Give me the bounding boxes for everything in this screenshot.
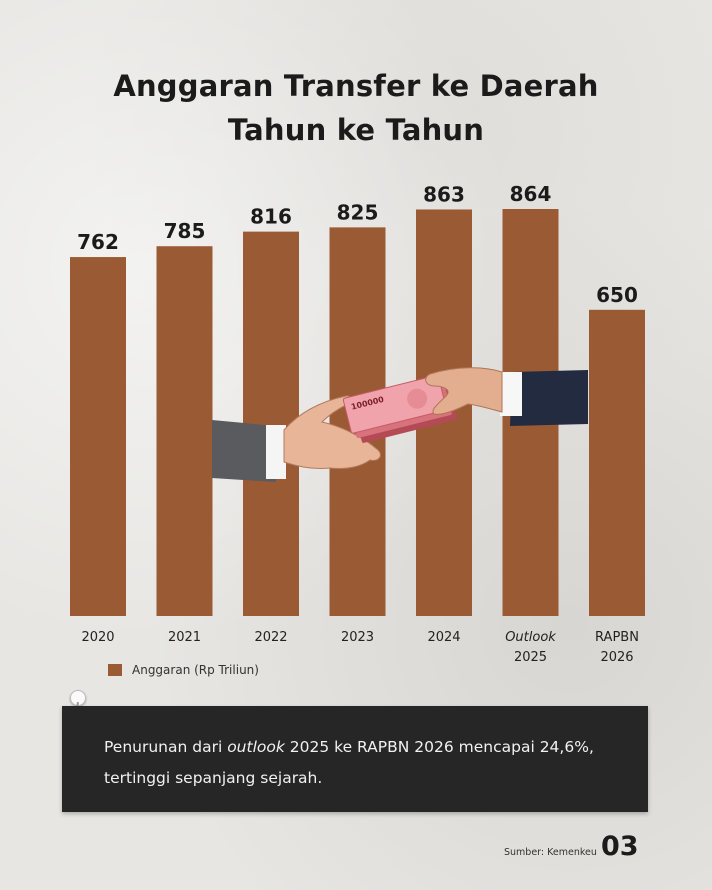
- bar-1: [70, 257, 126, 616]
- right-sleeve: [510, 370, 588, 426]
- category-label-2: 2021: [168, 630, 201, 645]
- left-cuff: [266, 425, 286, 479]
- legend-swatch: [108, 664, 122, 676]
- category-label-5: 2024: [427, 630, 460, 645]
- category-label-6-line-1: Outlook: [505, 630, 556, 645]
- chart-title-line-1: Anggaran Transfer ke Daerah: [113, 69, 599, 103]
- source-note: Sumber: Kemenkeu: [504, 847, 597, 858]
- chart-title: Anggaran Transfer ke Daerah Tahun ke Tah…: [0, 64, 712, 152]
- right-hand: [425, 367, 503, 415]
- callout-box: Penurunan dari outlook 2025 ke RAPBN 202…: [62, 706, 648, 812]
- bar-2: [156, 246, 213, 617]
- left-hand: [283, 395, 381, 469]
- banknote-stack: 100000: [342, 374, 457, 443]
- value-label-2: 785: [164, 219, 206, 243]
- left-sleeve: [212, 420, 276, 482]
- value-label-4: 825: [337, 200, 379, 224]
- callout-text-italic: outlook: [227, 738, 285, 756]
- chart-legend: Anggaran (Rp Triliun): [108, 660, 259, 680]
- callout-text-start: Penurunan dari: [104, 738, 228, 756]
- value-label-1: 762: [77, 230, 119, 254]
- callout-text-end: 2025 ke RAPBN 2026 mencapai 24,6%, terti…: [104, 738, 594, 787]
- category-label-7-line-1: RAPBN: [595, 630, 639, 645]
- banknote-portrait: [407, 388, 428, 409]
- right-cuff: [500, 372, 522, 416]
- category-label-6-line-2: 2025: [514, 650, 547, 665]
- value-label-3: 816: [250, 205, 292, 229]
- bar-chart: 762 2020 785 2021 816 2022 825 2023 863 2024 864 Ou…: [70, 182, 645, 665]
- category-label-7-line-2: 2026: [600, 650, 633, 665]
- legend-label: Anggaran (Rp Triliun): [132, 663, 259, 677]
- category-label-1: 2020: [81, 630, 114, 645]
- value-label-6: 864: [510, 182, 552, 206]
- page-number: 03: [601, 831, 639, 862]
- category-label-3: 2022: [254, 630, 287, 645]
- chart-title-line-2: Tahun ke Tahun: [227, 113, 485, 147]
- value-label-7: 650: [596, 283, 638, 307]
- category-label-4: 2023: [341, 630, 374, 645]
- bar-7: [589, 309, 645, 616]
- value-label-5: 863: [423, 182, 465, 206]
- hands-exchanging-money-icon: 100000: [212, 367, 588, 482]
